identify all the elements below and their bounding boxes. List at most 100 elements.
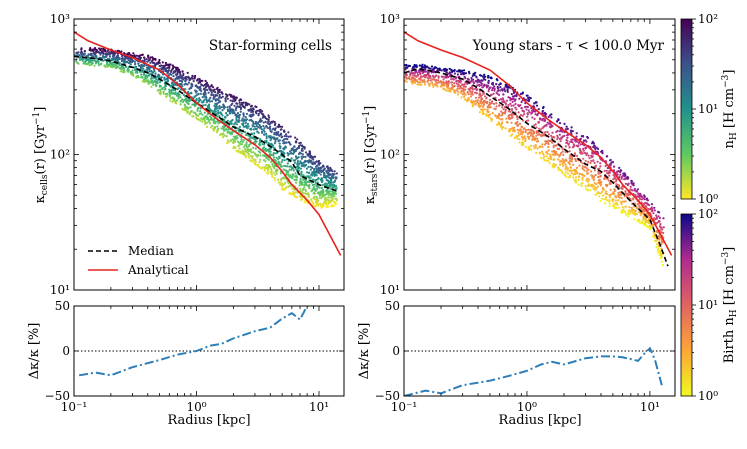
scatter-point [523,113,526,116]
scatter-point [146,68,149,71]
scatter-point [281,135,284,138]
scatter-point [333,170,336,173]
scatter-point [320,186,323,190]
scatter-point [652,212,655,215]
scatter-point [214,102,217,105]
scatter-point [139,65,142,68]
scatter-point [270,169,273,172]
scatter-point [94,56,98,59]
scatter-point [300,171,303,174]
scatter-point [245,145,248,148]
scatter-point [561,170,564,173]
scatter-point [479,104,482,108]
scatter-point [165,78,168,81]
scatter-point [148,58,151,61]
scatter-point [93,64,96,67]
scatter-point [529,128,532,131]
scatter-point [257,109,260,112]
scatter-point [455,82,458,85]
scatter-point [259,127,262,130]
scatter-point [413,77,416,80]
scatter-point [549,157,552,160]
scatter-point [329,166,332,169]
scatter-point [569,140,572,143]
scatter-point [611,200,614,203]
scatter-point [259,154,262,157]
scatter-point [579,143,582,146]
scatter-point [89,61,92,64]
scatter-point [440,69,443,72]
scatter-point [170,81,173,84]
scatter-point [281,177,284,180]
scatter-point [299,177,302,180]
scatter-point [322,204,325,207]
scatter-point [289,192,292,195]
scatter-point [151,71,154,74]
scatter-point [575,135,578,138]
scatter-point [542,117,545,120]
scatter-point [126,67,130,70]
scatter-point [262,154,265,157]
scatter-point [540,135,543,138]
scatter-point [582,140,585,143]
scatter-point [295,168,298,171]
scatter-point [233,99,236,102]
scatter-point [259,158,262,161]
scatter-point [598,167,601,170]
scatter-point [99,53,102,56]
scatter-point [118,64,122,67]
scatter-point [499,82,502,85]
scatter-point [330,204,333,207]
scatter-point [457,90,460,93]
scatter-point [92,50,95,53]
scatter-point [307,195,310,198]
scatter-point [89,53,92,56]
scatter-point [644,205,648,208]
scatter-point [658,216,662,220]
scatter-point [151,59,154,62]
scatter-point [80,47,83,50]
scatter-point [510,104,513,107]
scatter-point [315,171,318,174]
scatter-point [438,67,441,70]
scatter-point [638,219,641,222]
scatter-point [521,119,525,122]
scatter-point [270,142,273,145]
scatter-point [416,71,419,74]
scatter-point [405,80,408,83]
scatter-point [624,213,628,216]
scatter-point [614,189,617,192]
scatter-point [519,133,522,136]
scatter-point [165,95,168,98]
scatter-point [513,99,516,102]
scatter-point [226,114,229,117]
scatter-point [249,109,252,112]
scatter-point [304,188,307,191]
scatter-point [170,69,173,73]
scatter-point [181,70,184,73]
scatter-point [159,64,162,68]
scatter-point [212,90,215,93]
scatter-point [521,109,525,112]
scatter-point [559,140,562,143]
scatter-point [643,210,646,213]
scatter-point [328,173,331,176]
scatter-point [216,115,219,118]
scatter-point [308,155,311,158]
scatter-point [143,77,146,80]
scatter-point [247,149,251,153]
scatter-point [626,215,630,218]
scatter-point [604,192,607,195]
scatter-point [265,139,268,142]
x-tick-label: 10⁰ [517,400,537,414]
scatter-point [474,99,477,102]
scatter-point [116,58,119,61]
scatter-point [516,135,519,138]
scatter-point [96,50,99,53]
scatter-point [585,170,588,173]
scatter-point [300,155,303,158]
scatter-point [130,72,133,75]
scatter-point [257,114,260,117]
scatter-point [335,176,338,179]
